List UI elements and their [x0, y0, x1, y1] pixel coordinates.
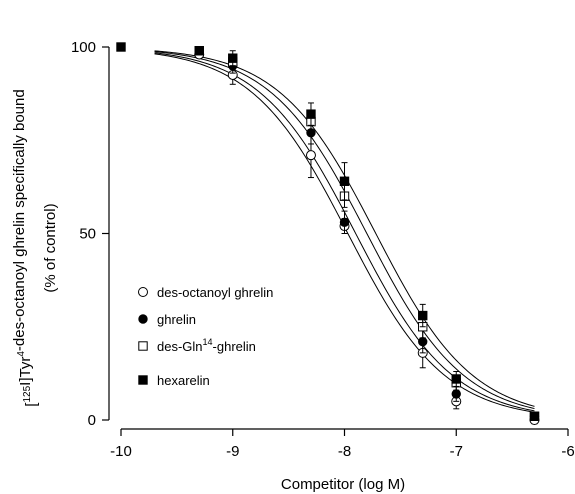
data-point — [451, 374, 461, 384]
y-axis-title-line1: [125I]Tyr4-des-octanoyl ghrelin specific… — [11, 89, 40, 406]
x-tick-label: -6 — [561, 443, 574, 460]
legend-label: ghrelin — [157, 312, 196, 327]
legend-marker — [138, 314, 148, 324]
y-tick-label: 50 — [79, 226, 96, 243]
x-tick-label: -10 — [110, 443, 132, 460]
legend: des-octanoyl ghrelin ghrelin des-Gln14-ghr… — [138, 285, 273, 388]
data-point — [418, 310, 428, 321]
legend-marker — [138, 375, 148, 385]
data-point — [418, 336, 428, 347]
legend-marker — [138, 341, 148, 351]
data-point — [194, 46, 204, 56]
data-point — [305, 150, 316, 161]
legend-label: des-Gln14-ghrelin — [157, 337, 256, 354]
y-tick-label: 0 — [88, 412, 96, 429]
data-points — [116, 42, 540, 425]
legend-label: des-octanoyl ghrelin — [157, 285, 273, 300]
legend-marker — [138, 287, 148, 297]
y-tick-label: 100 — [71, 39, 96, 56]
data-point — [228, 53, 238, 63]
x-axis-title: Competitor (log M) — [281, 476, 405, 493]
axes: -10 -9 -8 -7 -6 0 50 100 — [71, 39, 575, 460]
data-point — [529, 411, 540, 421]
x-tick-label: -8 — [338, 443, 351, 460]
data-point — [339, 217, 350, 228]
x-tick-label: -9 — [226, 443, 239, 460]
data-point — [116, 42, 126, 52]
x-tick-label: -7 — [450, 443, 463, 460]
data-point — [339, 176, 350, 186]
y-axis-title-line2: (% of control) — [42, 203, 59, 292]
legend-label: hexarelin — [157, 373, 210, 388]
y-axis-title: [125I]Tyr4-des-octanoyl ghrelin specific… — [11, 89, 59, 406]
data-point — [451, 389, 461, 399]
data-point — [306, 109, 316, 119]
